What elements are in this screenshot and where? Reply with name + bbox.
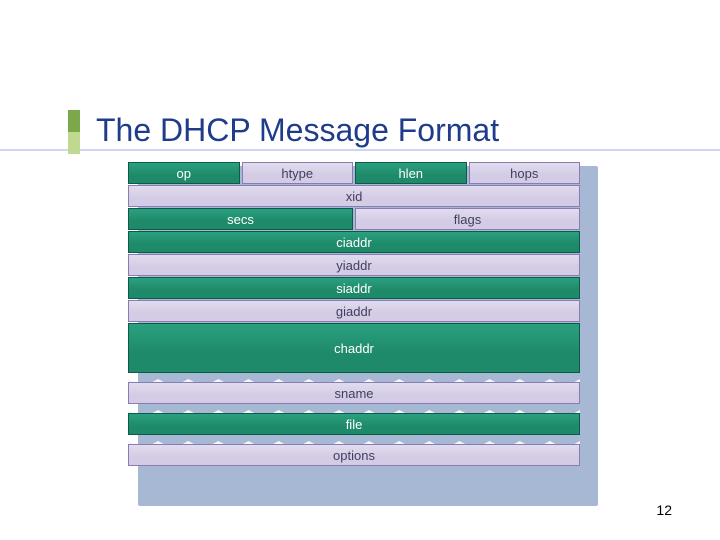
title-underline [0, 149, 720, 151]
tear-divider [128, 405, 580, 413]
accent-top [68, 110, 80, 132]
field-options: options [128, 444, 580, 466]
field-row: siaddr [128, 277, 580, 299]
field-xid: xid [128, 185, 580, 207]
field-file: file [128, 413, 580, 435]
field-label: ciaddr [336, 235, 371, 250]
field-flags: flags [355, 208, 580, 230]
field-row: file [128, 413, 580, 435]
field-row: yiaddr [128, 254, 580, 276]
field-label: siaddr [336, 281, 371, 296]
field-label: secs [227, 212, 254, 227]
field-chaddr: chaddr [128, 323, 580, 373]
field-yiaddr: yiaddr [128, 254, 580, 276]
tear-zigzag [128, 374, 580, 382]
field-label: htype [281, 166, 313, 181]
field-label: chaddr [334, 341, 374, 356]
field-label: file [346, 417, 363, 432]
field-sname: sname [128, 382, 580, 404]
field-row: op htype hlen hops [128, 162, 580, 184]
field-row: secs flags [128, 208, 580, 230]
field-row: xid [128, 185, 580, 207]
field-row: sname [128, 382, 580, 404]
field-row: chaddr [128, 323, 580, 373]
field-label: xid [346, 189, 363, 204]
field-hops: hops [469, 162, 581, 184]
field-label: yiaddr [336, 258, 371, 273]
field-htype: htype [242, 162, 354, 184]
tear-zigzag [128, 405, 580, 413]
field-row: options [128, 444, 580, 466]
field-siaddr: siaddr [128, 277, 580, 299]
field-label: hops [510, 166, 538, 181]
field-label: options [333, 448, 375, 463]
field-secs: secs [128, 208, 353, 230]
field-label: giaddr [336, 304, 372, 319]
field-hlen: hlen [355, 162, 467, 184]
field-label: hlen [398, 166, 423, 181]
field-row: giaddr [128, 300, 580, 322]
slide-title: The DHCP Message Format [96, 112, 499, 149]
field-label: flags [454, 212, 481, 227]
title-accent [68, 110, 80, 155]
field-label: sname [334, 386, 373, 401]
tear-divider [128, 436, 580, 444]
field-op: op [128, 162, 240, 184]
field-giaddr: giaddr [128, 300, 580, 322]
dhcp-diagram: op htype hlen hops xid secs flags ciaddr yiaddr s… [128, 162, 592, 467]
page-number: 12 [656, 502, 672, 518]
accent-bottom [68, 132, 80, 154]
tear-divider [128, 374, 580, 382]
slide: The DHCP Message Format op htype hlen hops x… [0, 0, 720, 540]
diagram-rows: op htype hlen hops xid secs flags ciaddr yiaddr s… [128, 162, 580, 466]
field-row: ciaddr [128, 231, 580, 253]
field-ciaddr: ciaddr [128, 231, 580, 253]
tear-zigzag [128, 436, 580, 444]
field-label: op [177, 166, 191, 181]
